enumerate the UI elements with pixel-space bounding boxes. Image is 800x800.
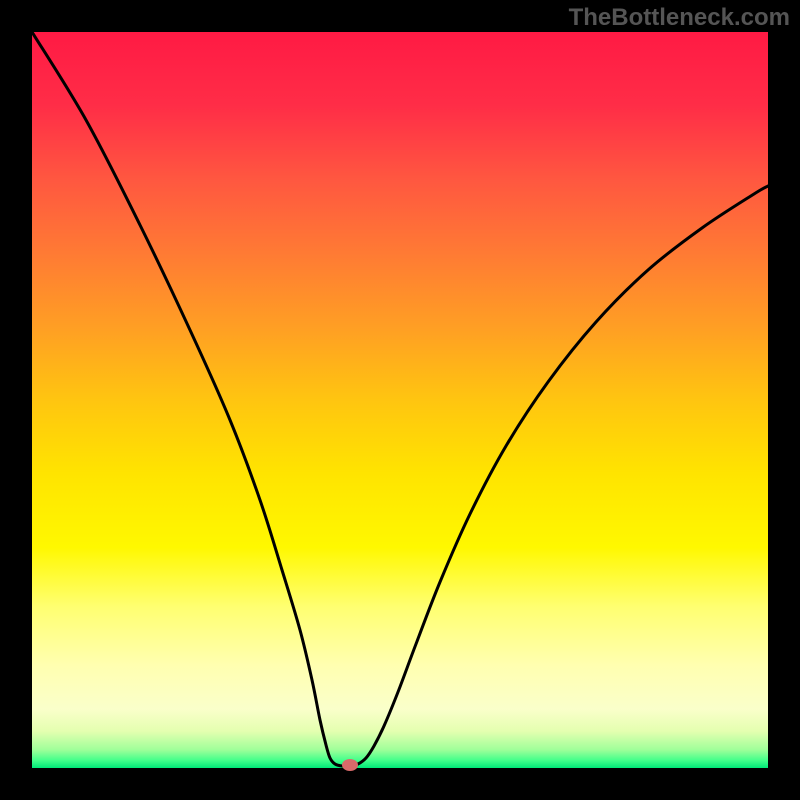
bottleneck-curve (32, 32, 768, 768)
optimal-point-marker (342, 759, 358, 771)
plot-area (32, 32, 768, 768)
watermark-text: TheBottleneck.com (569, 4, 790, 32)
chart-container: TheBottleneck.com (0, 0, 800, 800)
